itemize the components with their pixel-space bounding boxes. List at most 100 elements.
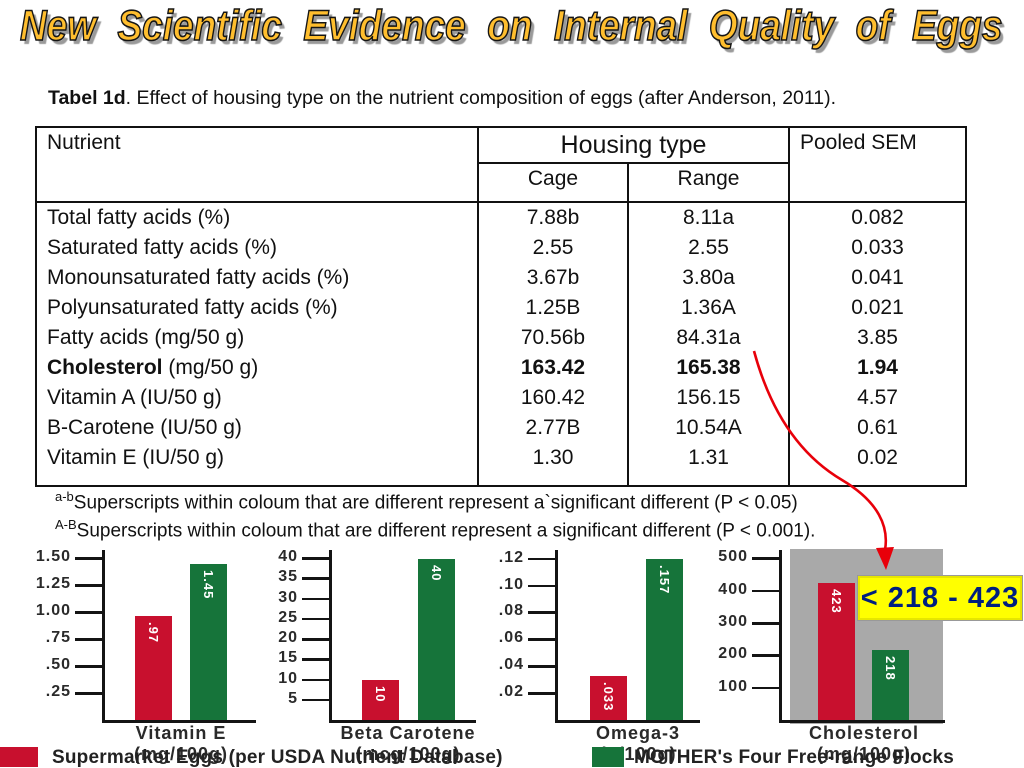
column-header-cage: Cage: [477, 163, 628, 203]
cell-cage: 7.88b: [477, 202, 628, 233]
table-row: Fatty acids (mg/50 g) 70.56b 84.31a 3.85: [36, 323, 966, 353]
footnote-superscript: a-b: [55, 489, 74, 504]
x-axis-unit-label: (mcg/100g): [355, 744, 461, 764]
y-axis-tick-label: 200: [718, 645, 748, 663]
cell-range: 1.36A: [627, 293, 789, 323]
y-axis-tick-label: 35: [278, 568, 298, 586]
y-axis-line: [329, 550, 332, 723]
cell-sem: 0.033: [788, 233, 966, 263]
y-axis-tick-label: 1.00: [35, 602, 71, 620]
y-axis-tick-label: 400: [718, 580, 748, 598]
bar-free-range-eggs: [872, 649, 909, 720]
y-axis-tick-label: .08: [498, 602, 524, 620]
column-header-housing-type: Housing type: [477, 127, 789, 164]
y-axis-tick: [302, 577, 329, 580]
cell-nutrient: Vitamin E (IU/50 g): [47, 446, 225, 469]
table-row: Monounsaturated fatty acids (%) 3.67b 3.80…: [36, 263, 966, 293]
bar-value-text: .033: [601, 681, 616, 711]
bar-value-text: 423: [829, 589, 844, 615]
cell-cage: 70.56b: [477, 323, 628, 353]
x-axis-line: [102, 720, 256, 723]
column-header-pooled-sem: Pooled SEM: [788, 127, 966, 203]
y-axis-tick-label: 1.50: [35, 548, 71, 566]
y-axis-tick: [75, 611, 102, 614]
cell-cage: 2.55: [477, 233, 628, 263]
y-axis-tick: [302, 597, 329, 601]
x-axis-category-label: Omega-3: [595, 723, 681, 743]
cell-sem: 0.021: [788, 293, 966, 323]
x-axis-category-label: Cholesterol: [808, 723, 920, 743]
legend-label-freerange: MOTHER's Four Free-range Flocks: [634, 747, 955, 768]
footnote-text: Superscripts within coloum that are diff…: [73, 492, 798, 514]
bar-value-text: 1.45: [201, 569, 216, 600]
slide-title: New Scientific Evidence on Internal Qual…: [19, 1, 1003, 51]
cell-range: 2.55: [627, 233, 789, 263]
y-axis-tick: [302, 617, 329, 621]
y-axis-tick: [302, 698, 329, 702]
y-axis-tick-label: 25: [278, 608, 298, 626]
y-axis-tick-label: .04: [498, 656, 524, 674]
table-caption-label: Tabel 1d: [48, 87, 126, 109]
column-header-nutrient: Nutrient: [36, 127, 478, 203]
bar-value-label: .97: [135, 622, 172, 682]
bar-value-label: .157: [646, 565, 683, 625]
cell-nutrient: B-Carotene (IU/50 g): [47, 416, 242, 439]
bar-value-label: 218: [872, 656, 909, 716]
y-axis-tick-label: 10: [278, 669, 298, 687]
cell-range: 3.80a: [627, 263, 789, 293]
y-axis-tick: [752, 686, 779, 690]
y-axis-tick-label: 30: [278, 588, 298, 606]
cell-empty: [477, 473, 628, 486]
y-axis-tick-label: 100: [718, 677, 748, 695]
cell-cage: 1.25B: [477, 293, 628, 323]
y-axis-tick-label: 300: [718, 613, 748, 631]
y-axis-tick-label: 20: [278, 629, 298, 647]
y-axis-tick-label: .06: [498, 629, 524, 647]
bar-value-label: 10: [362, 686, 399, 746]
bar-value-text: .97: [146, 621, 161, 643]
y-axis-tick-label: 500: [718, 548, 748, 566]
y-axis-line: [102, 550, 105, 723]
bar-supermarket-eggs: [818, 583, 855, 720]
bar-value-label: .033: [590, 682, 627, 742]
y-axis-tick: [75, 584, 102, 587]
footnote-significance-2: A-BSuperscripts within coloum that are d…: [55, 517, 815, 542]
y-axis-tick: [75, 665, 102, 668]
bar-supermarket-eggs: [135, 615, 172, 720]
y-axis-tick: [302, 638, 329, 641]
x-axis-category-label: Vitamin E: [135, 723, 227, 743]
cell-range: 8.11a: [627, 202, 789, 233]
x-axis-unit-label: (mg/100g): [816, 744, 912, 764]
bar-value-text: 10: [373, 685, 388, 702]
y-axis-tick: [528, 638, 555, 641]
cell-cage: 163.42: [477, 353, 628, 383]
cell-cage: 3.67b: [477, 263, 628, 293]
x-axis-category-label: Beta Carotene: [340, 723, 476, 743]
legend-swatch-freerange: [592, 747, 624, 767]
y-axis-tick-label: .75: [45, 629, 71, 647]
y-axis-tick-label: .10: [498, 575, 524, 593]
y-axis-tick-label: .02: [498, 683, 524, 701]
nutrient-table: Nutrient Housing type Pooled SEM Cage Ra…: [35, 126, 967, 487]
bar-value-text: .157: [657, 564, 672, 595]
y-axis-tick: [528, 665, 555, 668]
bar-value-text: 40: [429, 564, 444, 582]
y-axis-tick-label: .12: [498, 548, 524, 566]
y-axis-tick-label: .50: [45, 656, 71, 674]
cell-nutrient: Fatty acids (mg/50 g): [47, 326, 245, 349]
table-caption-text: . Effect of housing type on the nutrient…: [125, 87, 837, 109]
cell-range: 84.31a: [627, 323, 789, 353]
y-axis-tick: [302, 658, 329, 661]
cell-nutrient: Cholesterol (mg/50 g): [47, 356, 259, 379]
y-axis-tick: [302, 557, 329, 560]
cell-nutrient: Vitamin A (IU/50 g): [47, 386, 222, 409]
y-axis-line: [779, 550, 782, 723]
table-row: Total fatty acids (%) 7.88b 8.11a 0.082: [36, 202, 966, 233]
y-axis-tick: [752, 557, 779, 560]
y-axis-tick: [75, 557, 102, 560]
cell-sem: 3.85: [788, 323, 966, 353]
bar-value-label: 40: [418, 565, 455, 625]
y-axis-tick: [528, 557, 555, 561]
cell-empty: [627, 473, 789, 486]
